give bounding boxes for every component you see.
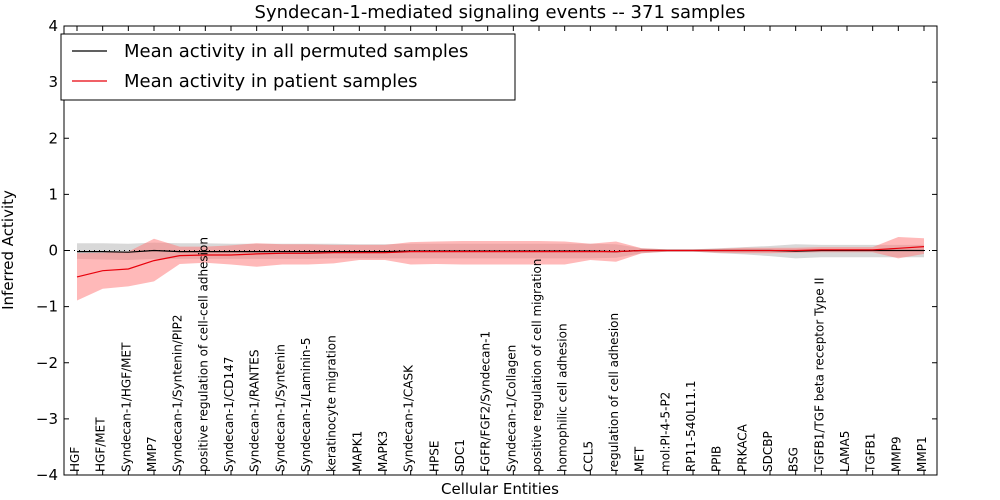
y-tick-label: −2 xyxy=(36,354,58,372)
x-category-label: Syndecan-1/Collagen xyxy=(504,345,518,472)
y-tick-label: 3 xyxy=(48,73,58,91)
y-axis-title: Inferred Activity xyxy=(0,190,17,310)
x-axis-title: Cellular Entities xyxy=(441,480,559,498)
entity-labels: HGF HGF/MET Syndecan-1/HGF/MET MMP7 Syndecan… xyxy=(68,237,929,473)
y-tick-label: −4 xyxy=(36,466,58,484)
x-category-label: LAMA5 xyxy=(838,431,852,472)
x-category-label: Syndecan-1/Syntenin/PIP2 xyxy=(171,314,185,472)
x-category-label: PRKACA xyxy=(735,423,749,472)
x-category-label: Syndecan-1/CASK xyxy=(402,364,416,472)
x-category-label: TGFB1 xyxy=(864,433,878,473)
x-category-label: homophilic cell adhesion xyxy=(556,323,570,472)
x-category-label: MMP7 xyxy=(145,436,159,472)
x-category-label: Syndecan-1/Laminin-5 xyxy=(299,338,313,472)
legend-label-permuted: Mean activity in all permuted samples xyxy=(124,41,468,62)
y-tick-label: 4 xyxy=(48,17,58,35)
y-tick-label: 1 xyxy=(48,185,58,203)
x-category-label: keratinocyte migration xyxy=(325,335,339,472)
legend-box xyxy=(60,33,516,101)
x-category-label: MET xyxy=(633,446,647,472)
x-category-label: HGF/MET xyxy=(94,417,108,472)
y-tick-label: 0 xyxy=(48,242,58,260)
x-category-label: HPSE xyxy=(427,441,441,472)
x-category-label: Syndecan-1/CD147 xyxy=(222,357,236,472)
x-category-label: Syndecan-1/RANTES xyxy=(248,350,262,472)
x-category-label: Syndecan-1/Syntenin xyxy=(273,344,287,472)
x-category-label: regulation of cell adhesion xyxy=(607,313,621,472)
axes: −4 −3 −2 −1 0 1 2 3 4 xyxy=(36,17,937,484)
x-category-label: mol:PI-4-5-P2 xyxy=(658,392,672,472)
y-tick-label: 2 xyxy=(48,129,58,147)
x-category-label: SDCBP xyxy=(761,431,775,472)
x-category-label: TGFB1/TGF beta receptor Type II xyxy=(812,277,826,473)
x-category-label: SDC1 xyxy=(453,439,467,472)
x-category-label: MMP1 xyxy=(915,436,929,472)
line-patient-mean xyxy=(76,246,925,278)
x-category-label: MMP9 xyxy=(889,436,903,472)
x-category-label: HGF xyxy=(68,447,82,472)
x-category-label: MAPK3 xyxy=(376,431,390,472)
legend: Mean activity in all permuted samples Me… xyxy=(60,33,516,101)
x-category-label: CCL5 xyxy=(581,441,595,472)
x-category-label: RP11-540L11.1 xyxy=(684,381,698,472)
y-tick-label: −1 xyxy=(36,298,58,316)
plot-area xyxy=(64,237,937,301)
x-category-label: positive regulation of cell migration xyxy=(530,259,544,472)
x-category-label: FGFR/FGF2/Syndecan-1 xyxy=(479,331,493,472)
y-tick-label: −3 xyxy=(36,410,58,428)
x-category-label: MAPK1 xyxy=(350,431,364,472)
x-category-label: positive regulation of cell-cell adhesio… xyxy=(196,237,210,472)
x-category-label: Syndecan-1/HGF/MET xyxy=(119,342,133,472)
chart-title: Syndecan-1-mediated signaling events -- … xyxy=(255,2,746,23)
x-category-label: PPIB xyxy=(710,446,724,472)
legend-label-patient: Mean activity in patient samples xyxy=(124,71,418,92)
x-category-label: BSG xyxy=(787,447,801,472)
